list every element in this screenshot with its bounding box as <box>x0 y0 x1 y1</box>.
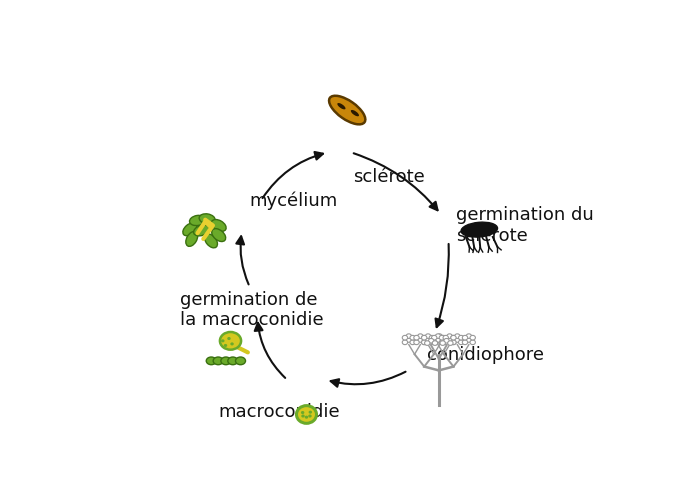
Ellipse shape <box>414 336 419 340</box>
Ellipse shape <box>329 96 365 124</box>
Ellipse shape <box>351 110 359 116</box>
Ellipse shape <box>426 338 430 342</box>
Ellipse shape <box>190 216 206 226</box>
Ellipse shape <box>441 336 446 340</box>
Ellipse shape <box>470 336 475 340</box>
Ellipse shape <box>441 340 446 344</box>
Ellipse shape <box>437 334 442 338</box>
Ellipse shape <box>224 344 228 347</box>
Ellipse shape <box>443 340 449 344</box>
Ellipse shape <box>431 340 437 344</box>
Ellipse shape <box>221 340 225 342</box>
Text: germination du
sclérote: germination du sclérote <box>456 206 594 245</box>
Ellipse shape <box>214 357 223 364</box>
Ellipse shape <box>447 338 452 342</box>
Ellipse shape <box>211 220 226 232</box>
Ellipse shape <box>414 340 419 344</box>
Ellipse shape <box>418 338 423 342</box>
Ellipse shape <box>410 340 415 344</box>
Ellipse shape <box>406 334 412 338</box>
Ellipse shape <box>451 336 456 340</box>
Text: sclérote: sclérote <box>353 168 425 186</box>
Ellipse shape <box>433 336 438 340</box>
Ellipse shape <box>462 340 468 344</box>
Ellipse shape <box>421 336 427 340</box>
Ellipse shape <box>428 338 434 343</box>
Ellipse shape <box>439 336 444 340</box>
Ellipse shape <box>402 336 407 340</box>
Ellipse shape <box>431 336 437 340</box>
Ellipse shape <box>426 334 430 338</box>
Ellipse shape <box>183 223 197 236</box>
Ellipse shape <box>301 414 304 418</box>
Ellipse shape <box>451 340 456 344</box>
Ellipse shape <box>235 357 246 364</box>
Ellipse shape <box>301 411 304 414</box>
Text: germination de
la macroconidie: germination de la macroconidie <box>181 290 324 330</box>
Ellipse shape <box>406 338 412 342</box>
Ellipse shape <box>221 357 231 364</box>
Ellipse shape <box>458 336 464 340</box>
Ellipse shape <box>429 336 435 340</box>
Ellipse shape <box>435 338 441 342</box>
Ellipse shape <box>206 357 216 364</box>
Text: mycélium: mycélium <box>249 191 338 210</box>
Ellipse shape <box>454 338 460 342</box>
Ellipse shape <box>297 406 316 423</box>
Ellipse shape <box>211 228 225 241</box>
Ellipse shape <box>418 334 423 338</box>
Ellipse shape <box>448 341 453 345</box>
Ellipse shape <box>337 103 346 110</box>
Ellipse shape <box>429 340 435 344</box>
Ellipse shape <box>444 338 449 343</box>
Ellipse shape <box>308 414 312 418</box>
Ellipse shape <box>204 234 218 248</box>
Ellipse shape <box>451 340 456 344</box>
Ellipse shape <box>439 340 444 344</box>
Ellipse shape <box>410 336 415 340</box>
Ellipse shape <box>228 357 238 364</box>
Ellipse shape <box>437 338 442 342</box>
Ellipse shape <box>466 334 472 338</box>
Ellipse shape <box>451 336 456 340</box>
Text: conidiophore: conidiophore <box>427 346 545 364</box>
Ellipse shape <box>458 340 464 344</box>
Ellipse shape <box>443 336 449 340</box>
Ellipse shape <box>433 340 438 344</box>
Ellipse shape <box>421 340 427 344</box>
Text: macroconidie: macroconidie <box>218 403 340 421</box>
Ellipse shape <box>220 332 241 349</box>
Ellipse shape <box>186 232 197 246</box>
Ellipse shape <box>421 336 427 340</box>
Ellipse shape <box>228 337 231 340</box>
Ellipse shape <box>425 341 430 345</box>
Ellipse shape <box>309 410 312 414</box>
Ellipse shape <box>440 341 445 345</box>
Ellipse shape <box>470 340 475 344</box>
Ellipse shape <box>304 416 308 418</box>
Ellipse shape <box>454 334 460 338</box>
Ellipse shape <box>462 336 468 340</box>
Ellipse shape <box>466 338 472 342</box>
Ellipse shape <box>433 341 438 345</box>
Ellipse shape <box>421 340 427 344</box>
Ellipse shape <box>199 214 215 224</box>
Ellipse shape <box>230 342 234 345</box>
Ellipse shape <box>194 225 209 236</box>
Ellipse shape <box>402 340 407 344</box>
Ellipse shape <box>461 222 498 237</box>
Ellipse shape <box>435 334 441 338</box>
Ellipse shape <box>447 334 452 338</box>
